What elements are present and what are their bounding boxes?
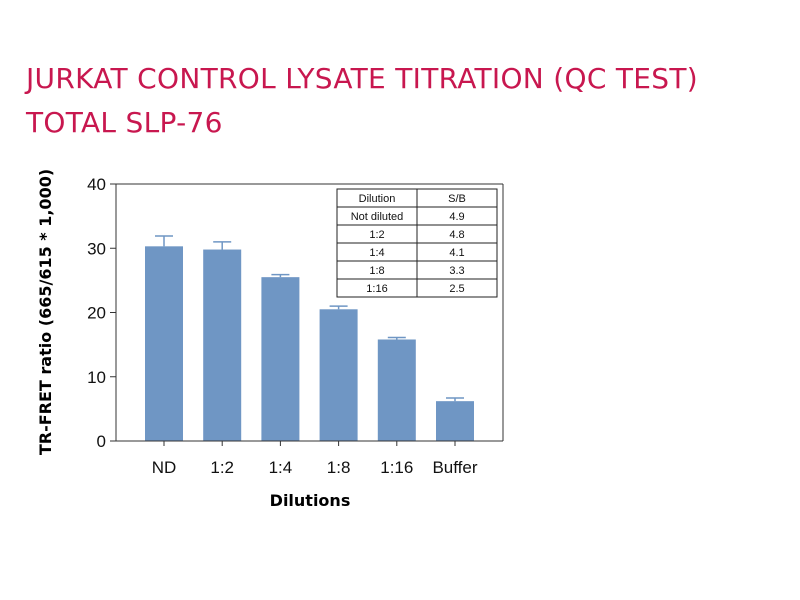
bar-0 [145,246,183,441]
bar-4 [377,339,416,441]
x-tick-label-4: 1:16 [380,458,413,477]
error-bars-layer [155,235,464,402]
table-header-cell-0: Dilution [359,193,396,205]
axes-layer [110,183,504,446]
x-tick-label-5: Buffer [432,458,477,477]
table-cell-r5-c0: 1:16 [366,283,387,295]
x-axis-title: Dilutions [270,491,351,510]
x-tick-label-2: 1:4 [269,458,293,477]
table-cell-r3-c1: 4.1 [449,247,464,259]
table-cell-r2-c0: 1:2 [369,229,384,241]
bars-layer [145,246,474,441]
chart-title-line-1: JURKAT CONTROL LYSATE TITRATION (QC TEST… [26,62,698,95]
table-cell-r3-c0: 1:4 [369,247,384,259]
x-tick-label-1: 1:2 [210,458,234,477]
table-cell-r1-c1: 4.9 [449,211,464,223]
y-tick-label-4: 40 [87,175,106,194]
y-axis-title: TR-FRET ratio (665/615 * 1,000) [36,169,55,455]
bar-2 [261,277,300,441]
bar-5 [436,401,474,441]
table-cell-r4-c1: 3.3 [449,265,464,277]
bar-1 [203,249,242,441]
y-tick-label-3: 30 [87,239,106,258]
table-cell-r4-c0: 1:8 [369,265,384,277]
table-cell-r5-c1: 2.5 [449,283,464,295]
y-tick-label-1: 10 [87,368,106,387]
y-tick-label-2: 20 [87,304,106,323]
table-cell-r1-c0: Not diluted [351,211,404,223]
sb-table: Dilution S/B Not diluted 4.9 1:2 4.8 1:4 4.1 1:8… [336,188,498,298]
tick-labels-layer: ND 1:2 1:4 1:8 1:16 Buffer 0 10 20 30 40 [87,175,478,477]
x-tick-label-0: ND [152,458,177,477]
y-tick-label-0: 0 [97,432,106,451]
table-cell-r2-c1: 4.8 [449,229,464,241]
chart-title-line-2: TOTAL SLP-76 [26,106,223,139]
x-tick-label-3: 1:8 [327,458,351,477]
table-header-cell-1: S/B [448,193,466,205]
bar-3 [319,309,358,441]
